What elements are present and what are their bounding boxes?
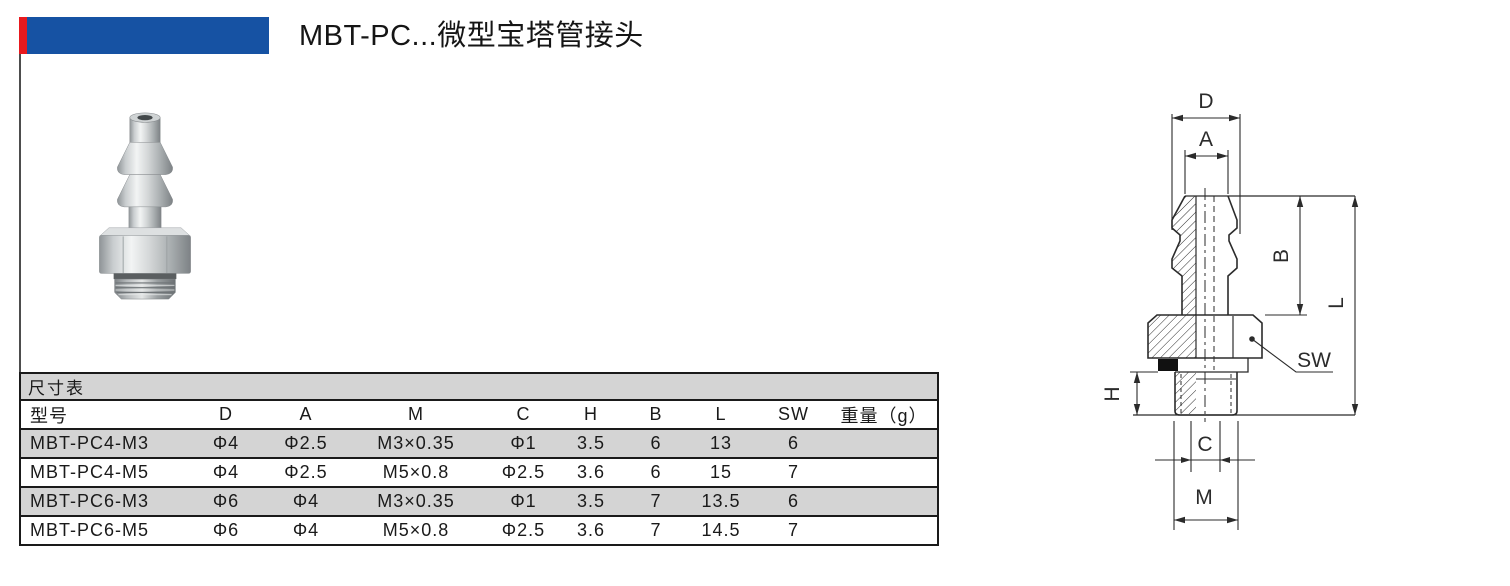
label-B: B [1270, 249, 1293, 263]
dimension-lines [1130, 114, 1356, 530]
value-cell: 3.5 [556, 428, 626, 458]
col-header-A: A [271, 399, 341, 429]
section-hatch [1148, 196, 1196, 414]
table-row: MBT-PC4-M3 Φ4 Φ2.5 M3×0.35 Φ1 3.5 6 13 6 [20, 428, 939, 458]
value-cell [831, 515, 939, 545]
label-H: H [1101, 386, 1124, 401]
value-cell: 6 [626, 457, 686, 487]
sw-leader-dot [1249, 336, 1255, 342]
value-cell: Φ4 [181, 457, 271, 487]
collar-outline [1175, 358, 1249, 373]
value-cell: 3.5 [556, 486, 626, 516]
model-cell: MBT-PC6-M3 [20, 486, 181, 516]
barb-profile-right [1227, 195, 1238, 315]
value-cell: Φ1 [491, 486, 556, 516]
technical-drawing: D A B L H SW C M [1101, 90, 1359, 530]
value-cell: 6 [756, 486, 831, 516]
value-cell: 3.6 [556, 515, 626, 545]
left-vertical-rule [19, 54, 21, 544]
value-cell: Φ2.5 [491, 515, 556, 545]
bore-hole [137, 114, 153, 121]
value-cell: 6 [626, 428, 686, 458]
value-cell: 7 [756, 457, 831, 487]
label-L: L [1325, 297, 1348, 309]
value-cell: M5×0.8 [341, 515, 491, 545]
label-SW: SW [1297, 349, 1331, 372]
col-header-D: D [181, 399, 271, 429]
table-row: MBT-PC6-M3 Φ6 Φ4 M3×0.35 Φ1 3.5 7 13.5 6 [20, 486, 939, 516]
fitting-hex-nut [98, 227, 192, 274]
page-title: MBT-PC...微型宝塔管接头 [299, 20, 644, 52]
value-cell: 7 [756, 515, 831, 545]
col-header-B: B [626, 399, 686, 429]
label-D: D [1198, 90, 1213, 113]
hex-nut-outline [1147, 314, 1263, 359]
dim-D-lines [1171, 114, 1241, 234]
value-cell: 6 [756, 428, 831, 458]
table-row: MBT-PC6-M5 Φ6 Φ4 M5×0.8 Φ2.5 3.6 7 14.5 … [20, 515, 939, 545]
table-row: MBT-PC4-M5 Φ4 Φ2.5 M5×0.8 Φ2.5 3.6 6 15 … [20, 457, 939, 487]
value-cell [831, 486, 939, 516]
value-cell: M3×0.35 [341, 486, 491, 516]
value-cell: 3.6 [556, 457, 626, 487]
sw-leader-line [1251, 338, 1333, 373]
value-cell: Φ4 [271, 515, 341, 545]
table-header-row: 型号 D A M C H B L SW 重量（g） [20, 399, 939, 429]
dimension-arrows [1133, 114, 1359, 524]
value-cell [831, 457, 939, 487]
col-header-C: C [491, 399, 556, 429]
dim-H-lines [1130, 371, 1158, 415]
product-photo [98, 112, 192, 300]
fitting-seal-ring [113, 273, 177, 280]
value-cell: Φ2.5 [491, 457, 556, 487]
value-cell: M3×0.35 [341, 428, 491, 458]
reference-lines [1133, 188, 1355, 422]
value-cell: 7 [626, 515, 686, 545]
value-cell: Φ2.5 [271, 457, 341, 487]
model-cell: MBT-PC4-M3 [20, 428, 181, 458]
seal-section [1158, 359, 1178, 371]
value-cell: 7 [626, 486, 686, 516]
value-cell: M5×0.8 [341, 457, 491, 487]
label-M: M [1195, 486, 1213, 509]
col-header-SW: SW [756, 399, 831, 429]
dimension-table: 尺寸表 型号 D A M C H B L SW 重量（g） MBT-PC4-M3… [19, 372, 940, 546]
value-cell: Φ4 [181, 428, 271, 458]
value-cell: 13.5 [686, 486, 756, 516]
dimension-labels: D A B L H SW C M [1101, 90, 1348, 509]
fitting-thread [114, 278, 176, 300]
header-accent-bar [19, 17, 269, 54]
col-header-weight: 重量（g） [831, 399, 939, 429]
value-cell: Φ2.5 [271, 428, 341, 458]
label-C: C [1197, 433, 1212, 456]
col-header-L: L [686, 399, 756, 429]
col-header-M: M [341, 399, 491, 429]
label-A: A [1199, 128, 1213, 151]
fitting-barb-stem [117, 112, 173, 228]
value-cell: Φ6 [181, 515, 271, 545]
value-cell: Φ4 [271, 486, 341, 516]
col-header-H: H [556, 399, 626, 429]
value-cell [831, 428, 939, 458]
table-caption: 尺寸表 [20, 373, 939, 400]
value-cell: 14.5 [686, 515, 756, 545]
model-cell: MBT-PC4-M5 [20, 457, 181, 487]
value-cell: Φ6 [181, 486, 271, 516]
value-cell: Φ1 [491, 428, 556, 458]
table-caption-row: 尺寸表 [20, 373, 939, 400]
value-cell: 13 [686, 428, 756, 458]
model-cell: MBT-PC6-M5 [20, 515, 181, 545]
header-accent-red-strip [19, 17, 27, 54]
col-header-model: 型号 [20, 399, 181, 429]
value-cell: 15 [686, 457, 756, 487]
